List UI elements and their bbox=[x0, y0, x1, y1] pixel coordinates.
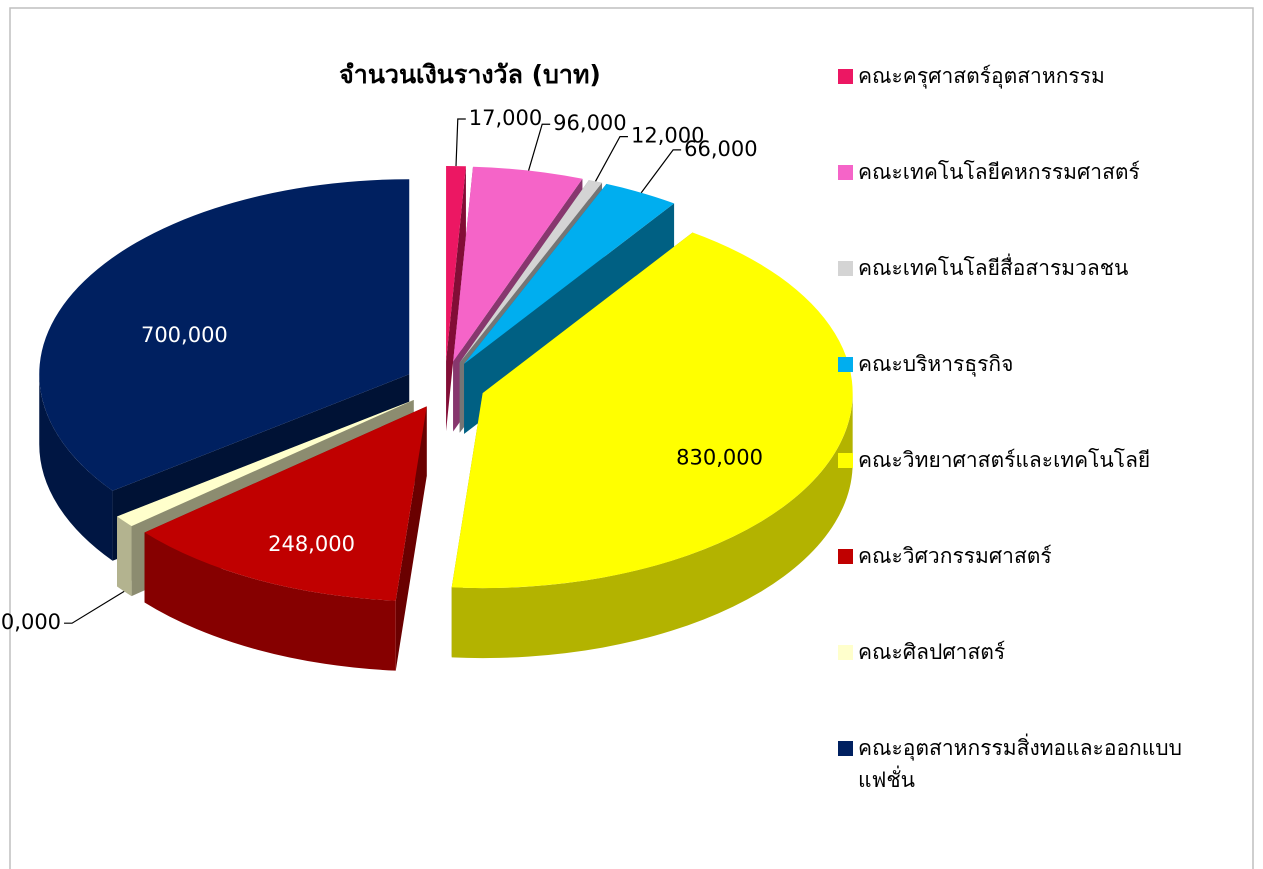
legend-swatch bbox=[838, 261, 853, 276]
slice bbox=[459, 179, 603, 363]
chart-title: จำนวนเงินรางวัล (บาท) bbox=[339, 60, 601, 89]
legend-item: คณะวิศวกรรมศาสตร์ bbox=[838, 540, 1183, 636]
data-label: 12,000 bbox=[631, 124, 704, 148]
data-label: 248,000 bbox=[268, 532, 355, 556]
legend-label: คณะเทคโนโลยีสื่อสารมวลชน bbox=[858, 256, 1129, 280]
legend-swatch bbox=[838, 741, 853, 756]
chart-frame bbox=[9, 7, 1254, 869]
legend-swatch bbox=[838, 645, 853, 660]
slice bbox=[451, 232, 853, 589]
slice bbox=[453, 166, 583, 362]
leader-line bbox=[455, 118, 466, 167]
legend-swatch bbox=[838, 357, 853, 372]
legend-label: คณะเทคโนโลยีคหกรรมศาสตร์ bbox=[858, 160, 1140, 184]
legend-label: คณะอุตสาหกรรมสิ่งทอและออกแบบแฟชั่น bbox=[858, 736, 1182, 792]
slice-wall bbox=[144, 532, 396, 671]
data-label: 20,000 bbox=[0, 610, 61, 634]
leader-line bbox=[640, 149, 682, 194]
leader-line bbox=[528, 123, 551, 171]
slice bbox=[446, 166, 466, 362]
slice-wall bbox=[451, 393, 853, 659]
legend-item: คณะวิทยาศาสตร์และเทคโนโลยี bbox=[838, 444, 1183, 540]
slice-wall bbox=[117, 516, 132, 597]
legend-item: คณะเทคโนโลยีสื่อสารมวลชน bbox=[838, 252, 1183, 348]
legend: คณะครุศาสตร์อุตสาหกรรมคณะเทคโนโลยีคหกรรม… bbox=[838, 60, 1183, 828]
legend-item: คณะเทคโนโลยีคหกรรมศาสตร์ bbox=[838, 156, 1183, 252]
legend-label: คณะศิลปศาสตร์ bbox=[858, 640, 1006, 664]
legend-label: คณะวิศวกรรมศาสตร์ bbox=[858, 544, 1052, 568]
legend-item: คณะครุศาสตร์อุตสาหกรรม bbox=[838, 60, 1183, 156]
slice bbox=[144, 406, 427, 601]
legend-label: คณะวิทยาศาสตร์และเทคโนโลยี bbox=[858, 448, 1151, 472]
legend-swatch bbox=[838, 549, 853, 564]
slice-wall bbox=[39, 374, 113, 561]
data-label: 830,000 bbox=[676, 446, 763, 470]
legend-item: คณะอุตสาหกรรมสิ่งทอและออกแบบแฟชั่น bbox=[838, 732, 1183, 828]
legend-swatch bbox=[838, 453, 853, 468]
slice-side bbox=[446, 166, 466, 432]
data-label: 700,000 bbox=[141, 323, 228, 347]
slice bbox=[39, 179, 410, 491]
data-label: 96,000 bbox=[553, 111, 626, 135]
legend-item: คณะบริหารธุรกิจ bbox=[838, 348, 1183, 444]
leader-line bbox=[64, 590, 125, 624]
data-label: 17,000 bbox=[469, 106, 542, 130]
legend-item: คณะศิลปศาสตร์ bbox=[838, 636, 1183, 732]
legend-label: คณะครุศาสตร์อุตสาหกรรม bbox=[858, 64, 1105, 88]
slice bbox=[117, 399, 414, 527]
data-label: 66,000 bbox=[684, 137, 757, 161]
legend-label: คณะบริหารธุรกิจ bbox=[858, 352, 1014, 376]
leader-line bbox=[594, 136, 628, 182]
legend-swatch bbox=[838, 69, 853, 84]
slice bbox=[464, 183, 675, 364]
legend-swatch bbox=[838, 165, 853, 180]
slice-tops bbox=[39, 166, 853, 601]
